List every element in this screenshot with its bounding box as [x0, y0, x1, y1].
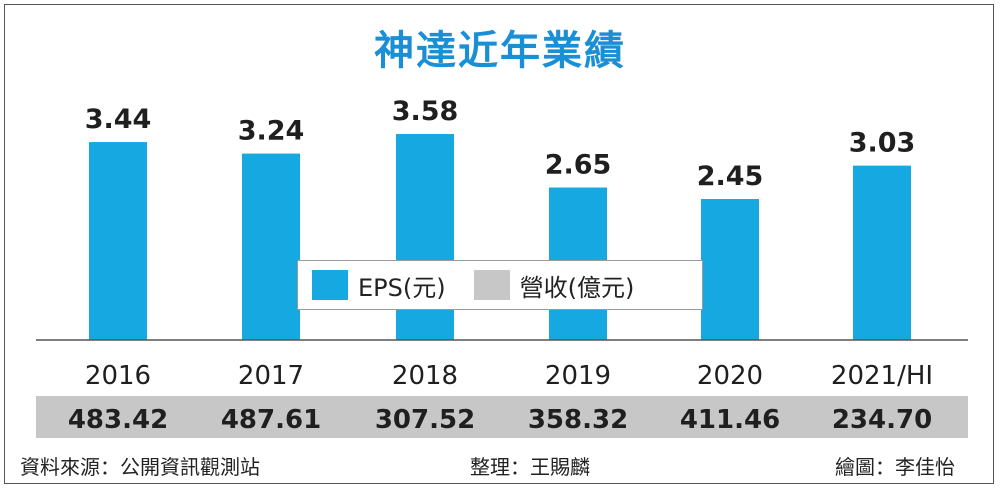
revenue-value-label: 487.61 — [221, 405, 321, 435]
eps-bar-2016 — [89, 142, 147, 340]
revenue-value-label: 411.46 — [680, 405, 780, 435]
revenue-row — [36, 396, 968, 438]
revenue-value-label: 483.42 — [68, 405, 168, 435]
revenue-value-label: 307.52 — [375, 405, 475, 435]
eps-value-label: 3.24 — [238, 116, 305, 147]
legend: EPS(元) 營收(億元) — [297, 260, 703, 310]
chart-title: 神達近年業績 — [374, 28, 626, 74]
legend-swatch-revenue — [473, 270, 510, 300]
legend-label-eps: EPS(元) — [358, 273, 446, 302]
eps-bar-2021/HI — [853, 165, 911, 340]
legend-item-eps: EPS(元) — [312, 268, 446, 303]
footer-illustrator: 繪圖：李佳怡 — [835, 455, 955, 479]
legend-item-revenue: 營收(億元) — [473, 268, 635, 303]
revenue-value-label: 358.32 — [528, 405, 628, 435]
eps-value-labels: 3.44 3.24 3.58 2.65 2.45 3.03 — [85, 96, 916, 192]
x-tick-label: 2018 — [392, 361, 458, 391]
eps-value-label: 3.03 — [849, 128, 916, 159]
eps-bars — [89, 134, 911, 340]
footer-editor: 整理：王賜麟 — [470, 455, 590, 479]
legend-swatch-eps — [312, 270, 348, 300]
x-tick-label: 2020 — [697, 361, 763, 391]
x-tick-labels: 2016 2017 2018 2019 2020 2021/HI — [85, 361, 933, 391]
eps-value-label: 2.65 — [545, 150, 612, 181]
x-tick-label: 2016 — [85, 361, 151, 391]
x-tick-label: 2019 — [545, 361, 611, 391]
eps-bar-2020 — [701, 199, 759, 340]
legend-label-revenue: 營收(億元) — [519, 273, 635, 302]
eps-value-label: 3.58 — [392, 96, 459, 127]
x-tick-label: 2017 — [238, 361, 304, 391]
x-tick-label: 2021/HI — [831, 361, 933, 391]
footer-source: 資料來源：公開資訊觀測站 — [20, 455, 260, 479]
revenue-value-label: 234.70 — [832, 405, 932, 435]
revenue-value-labels: 483.42 487.61 307.52 358.32 411.46 234.70 — [68, 405, 932, 435]
eps-value-label: 3.44 — [85, 104, 152, 135]
eps-value-label: 2.45 — [697, 161, 764, 192]
eps-bar-2017 — [242, 153, 300, 340]
